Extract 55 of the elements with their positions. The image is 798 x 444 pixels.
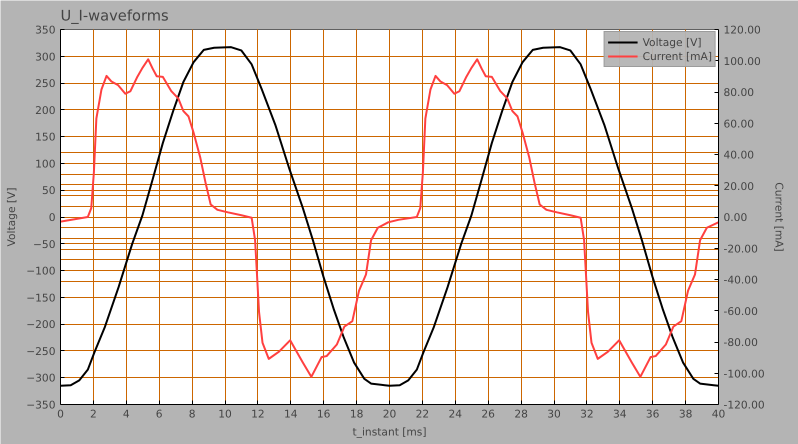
x-tick-label: 20 — [382, 408, 396, 420]
x-tick-label: 24 — [448, 408, 462, 420]
x-tick-label: 32 — [580, 408, 594, 420]
y-tick-label: 300 — [35, 50, 56, 64]
y2-tick-label: -120.00 — [724, 398, 765, 412]
y-tick-label: −300 — [26, 372, 56, 385]
x-tick-label: 40 — [712, 408, 726, 420]
x-tick-label: 22 — [416, 408, 430, 420]
x-tick-label: 28 — [514, 408, 528, 420]
y-tick-label: 100 — [35, 157, 56, 170]
x-tick-label: 14 — [284, 408, 298, 420]
y2-tick-label: -60.00 — [724, 304, 758, 318]
x-tick-label: 34 — [613, 408, 627, 420]
y2-tick-label: -80.00 — [724, 336, 758, 349]
y2-tick-label: -40.00 — [724, 274, 758, 286]
x-tick-label: 38 — [678, 408, 693, 420]
y2-tick-label: -20.00 — [724, 242, 758, 256]
x-tick-label: 0 — [57, 408, 64, 420]
y-tick-label: −100 — [26, 264, 56, 278]
x-tick-label: 10 — [218, 408, 232, 420]
y2-tick-label: -100.00 — [724, 367, 765, 380]
y2-axis-title: Current [mA] — [772, 182, 786, 252]
x-tick-label: 2 — [90, 408, 97, 420]
chart-title: U_I-waveforms — [60, 8, 169, 24]
y-tick-label: 0 — [48, 211, 56, 224]
x-tick-label: 6 — [156, 408, 163, 420]
x-tick-label: 12 — [251, 408, 265, 420]
x-tick-label: 4 — [122, 408, 130, 420]
y-tick-label: 350 — [35, 24, 56, 36]
y2-tick-label: 0.00 — [724, 211, 748, 224]
y-tick-label: 50 — [42, 184, 56, 198]
x-tick-label: 8 — [188, 408, 196, 420]
y-tick-label: −350 — [26, 398, 56, 412]
legend-label: Voltage [V] — [642, 36, 702, 48]
x-tick-label: 30 — [547, 408, 561, 420]
y2-tick-label: 120.00 — [724, 24, 762, 36]
y2-tick-label: 100.00 — [724, 54, 762, 68]
y-tick-label: −50 — [33, 238, 56, 251]
y2-tick-label: 40.00 — [724, 148, 754, 162]
x-tick-label: 18 — [350, 408, 364, 420]
y-tick-label: −200 — [26, 318, 56, 332]
y-tick-label: 250 — [35, 77, 56, 90]
y-tick-label: −250 — [26, 344, 56, 358]
y2-tick-label: 80.00 — [724, 86, 754, 99]
y-tick-label: 150 — [35, 130, 56, 144]
x-axis-title: t_instant [ms] — [352, 426, 427, 438]
y2-tick-label: 20.00 — [724, 180, 754, 193]
x-tick-label: 36 — [646, 408, 660, 420]
y2-tick-label: 60.00 — [724, 117, 754, 130]
y-axis-title: Voltage [V] — [5, 188, 18, 246]
x-tick-label: 26 — [481, 408, 496, 420]
y-tick-label: −150 — [26, 291, 56, 304]
y-tick-label: 200 — [35, 104, 56, 117]
legend-label: Current [mA] — [642, 50, 712, 62]
x-tick-label: 16 — [316, 408, 331, 420]
